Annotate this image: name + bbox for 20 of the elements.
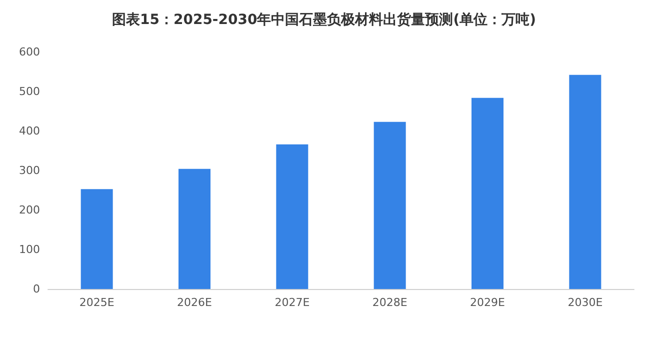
y-tick-label: 0 [33, 282, 40, 296]
x-tick-label: 2027E [274, 296, 310, 309]
chart-title: 图表15：2025-2030年中国石墨负极材料出货量预测(单位：万吨) [112, 12, 536, 28]
bar [569, 74, 602, 289]
bar [178, 168, 210, 289]
x-tick-label: 2025E [79, 296, 114, 309]
bar [374, 122, 406, 289]
x-tick-label: 2026E [177, 296, 212, 309]
y-tick-label: 400 [19, 124, 40, 138]
bar [80, 189, 113, 289]
y-tick-label: 200 [19, 204, 40, 216]
y-tick-label: 100 [19, 243, 40, 256]
bar [472, 98, 504, 289]
x-tick-label: 2030E [568, 296, 603, 309]
y-tick-label: 300 [19, 164, 40, 177]
y-tick-label: 500 [19, 85, 40, 98]
x-tick-label: 2029E [470, 296, 506, 309]
x-tick-label: 2028E [372, 296, 408, 309]
y-tick-label: 600 [19, 46, 40, 58]
bar [276, 144, 308, 289]
